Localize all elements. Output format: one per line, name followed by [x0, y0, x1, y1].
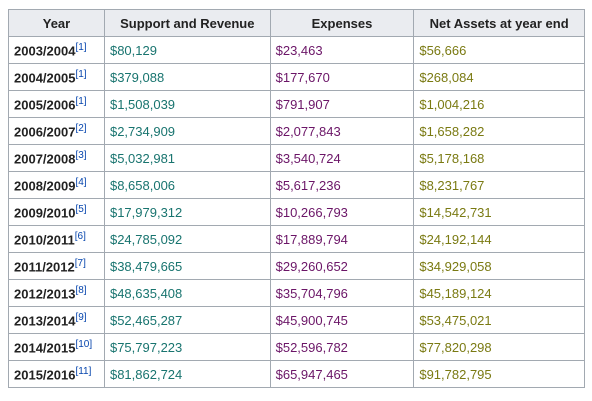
support-revenue: $24,785,092 — [103, 225, 271, 253]
year: 2011/2012 — [14, 259, 75, 275]
expenses: $29,260,652 — [269, 252, 415, 280]
reference[interactable]: [1] — [75, 68, 87, 80]
year: 2014/2015 — [14, 340, 76, 356]
net-assets: $268,084 — [413, 63, 585, 91]
year: 2003/2004 — [14, 43, 76, 59]
table-row: 2008/2009[4] $8,658,006 $5,617,236 $8,231,7… — [8, 171, 585, 199]
year-cell: 2012/2013[8] — [8, 279, 105, 307]
year-cell: 2015/2016[11] — [8, 360, 105, 388]
expenses: $65,947,465 — [269, 360, 415, 388]
support-revenue: $1,508,039 — [103, 90, 271, 118]
net-assets: $5,178,168 — [413, 144, 585, 172]
support-revenue: $48,635,408 — [103, 279, 271, 307]
year: 2005/2006 — [14, 97, 76, 113]
reference[interactable]: [9] — [75, 311, 87, 323]
reference[interactable]: [6] — [74, 230, 86, 242]
expenses: $52,596,782 — [269, 333, 415, 361]
support-revenue: $5,032,981 — [103, 144, 271, 172]
net-assets: $14,542,731 — [413, 198, 585, 226]
table-row: 2009/2010[5] $17,979,312 $10,266,793 $14,54… — [8, 198, 585, 226]
table-body: 2003/2004[1] $80,129 $23,463 $56,666 2004/20… — [8, 36, 585, 388]
expenses: $35,704,796 — [269, 279, 415, 307]
expenses: $45,900,745 — [269, 306, 415, 334]
expenses: $5,617,236 — [269, 171, 415, 199]
table-row: 2012/2013[8] $48,635,408 $35,704,796 $45,18… — [8, 279, 585, 307]
table-row: 2011/2012[7] $38,479,665 $29,260,652 $34,92… — [8, 252, 585, 280]
reference[interactable]: [1] — [75, 41, 87, 53]
year: 2012/2013 — [14, 286, 76, 302]
expenses: $23,463 — [269, 36, 415, 64]
table-row: 2014/2015[10] $75,797,223 $52,596,782 $77,8… — [8, 333, 585, 361]
table-row: 2004/2005[1] $379,088 $177,670 $268,084 — [8, 63, 585, 91]
year-cell: 2014/2015[10] — [8, 333, 105, 361]
expenses: $10,266,793 — [269, 198, 415, 226]
column-header: Expenses — [269, 9, 415, 37]
table-row: 2013/2014[9] $52,465,287 $45,900,745 $53,47… — [8, 306, 585, 334]
column-header: Net Assets at year end — [413, 9, 585, 37]
year-cell: 2008/2009[4] — [8, 171, 105, 199]
reference[interactable]: [5] — [75, 203, 87, 215]
reference[interactable]: [4] — [75, 176, 87, 188]
expenses: $17,889,794 — [269, 225, 415, 253]
net-assets: $56,666 — [413, 36, 585, 64]
table-row: 2003/2004[1] $80,129 $23,463 $56,666 — [8, 36, 585, 64]
support-revenue: $80,129 — [103, 36, 271, 64]
year: 2015/2016 — [14, 367, 76, 383]
header-row: Year Support and Revenue Expenses Net Asset… — [8, 9, 585, 37]
year: 2004/2005 — [14, 70, 76, 86]
support-revenue: $17,979,312 — [103, 198, 271, 226]
support-revenue: $52,465,287 — [103, 306, 271, 334]
year-cell: 2006/2007[2] — [8, 117, 105, 145]
table-row: 2007/2008[3] $5,032,981 $3,540,724 $5,178,1… — [8, 144, 585, 172]
year: 2008/2009 — [14, 178, 76, 194]
support-revenue: $75,797,223 — [103, 333, 271, 361]
support-revenue: $379,088 — [103, 63, 271, 91]
year: 2006/2007 — [14, 124, 76, 140]
net-assets: $1,004,216 — [413, 90, 585, 118]
net-assets: $1,658,282 — [413, 117, 585, 145]
support-revenue: $81,862,724 — [103, 360, 271, 388]
table-row: 2010/2011[6] $24,785,092 $17,889,794 $24,19… — [8, 225, 585, 253]
net-assets: $53,475,021 — [413, 306, 585, 334]
column-header: Support and Revenue — [103, 9, 271, 37]
net-assets: $45,189,124 — [413, 279, 585, 307]
expenses: $177,670 — [269, 63, 415, 91]
net-assets: $24,192,144 — [413, 225, 585, 253]
expenses: $3,540,724 — [269, 144, 415, 172]
reference[interactable]: [8] — [75, 284, 87, 296]
net-assets: $34,929,058 — [413, 252, 585, 280]
year: 2007/2008 — [14, 151, 76, 167]
reference[interactable]: [10] — [75, 338, 93, 350]
year-cell: 2005/2006[1] — [8, 90, 105, 118]
year-cell: 2007/2008[3] — [8, 144, 105, 172]
year-cell: 2010/2011[6] — [8, 225, 105, 253]
support-revenue: $8,658,006 — [103, 171, 271, 199]
year: 2009/2010 — [14, 205, 76, 221]
year-cell: 2004/2005[1] — [8, 63, 105, 91]
table-row: 2005/2006[1] $1,508,039 $791,907 $1,004,216 — [8, 90, 585, 118]
expenses: $791,907 — [269, 90, 415, 118]
net-assets: $77,820,298 — [413, 333, 585, 361]
reference[interactable]: [2] — [75, 122, 87, 134]
support-revenue: $2,734,909 — [103, 117, 271, 145]
net-assets: $8,231,767 — [413, 171, 585, 199]
reference[interactable]: [11] — [75, 365, 92, 377]
column-header: Year — [8, 9, 105, 37]
support-revenue: $38,479,665 — [103, 252, 271, 280]
net-assets: $91,782,795 — [413, 360, 585, 388]
reference[interactable]: [7] — [74, 257, 86, 269]
year-cell: 2011/2012[7] — [8, 252, 105, 280]
expenses: $2,077,843 — [269, 117, 415, 145]
year-cell: 2003/2004[1] — [8, 36, 105, 64]
table-row: 2015/2016[11] $81,862,724 $65,947,465 $91,7… — [8, 360, 585, 388]
reference[interactable]: [3] — [75, 149, 87, 161]
year-cell: 2013/2014[9] — [8, 306, 105, 334]
year-cell: 2009/2010[5] — [8, 198, 105, 226]
reference[interactable]: [1] — [75, 95, 87, 107]
year: 2010/2011 — [14, 232, 75, 248]
finance-table: Year Support and Revenue Expenses Net Asset… — [8, 9, 585, 388]
year: 2013/2014 — [14, 313, 76, 329]
table-row: 2006/2007[2] $2,734,909 $2,077,843 $1,658,2… — [8, 117, 585, 145]
